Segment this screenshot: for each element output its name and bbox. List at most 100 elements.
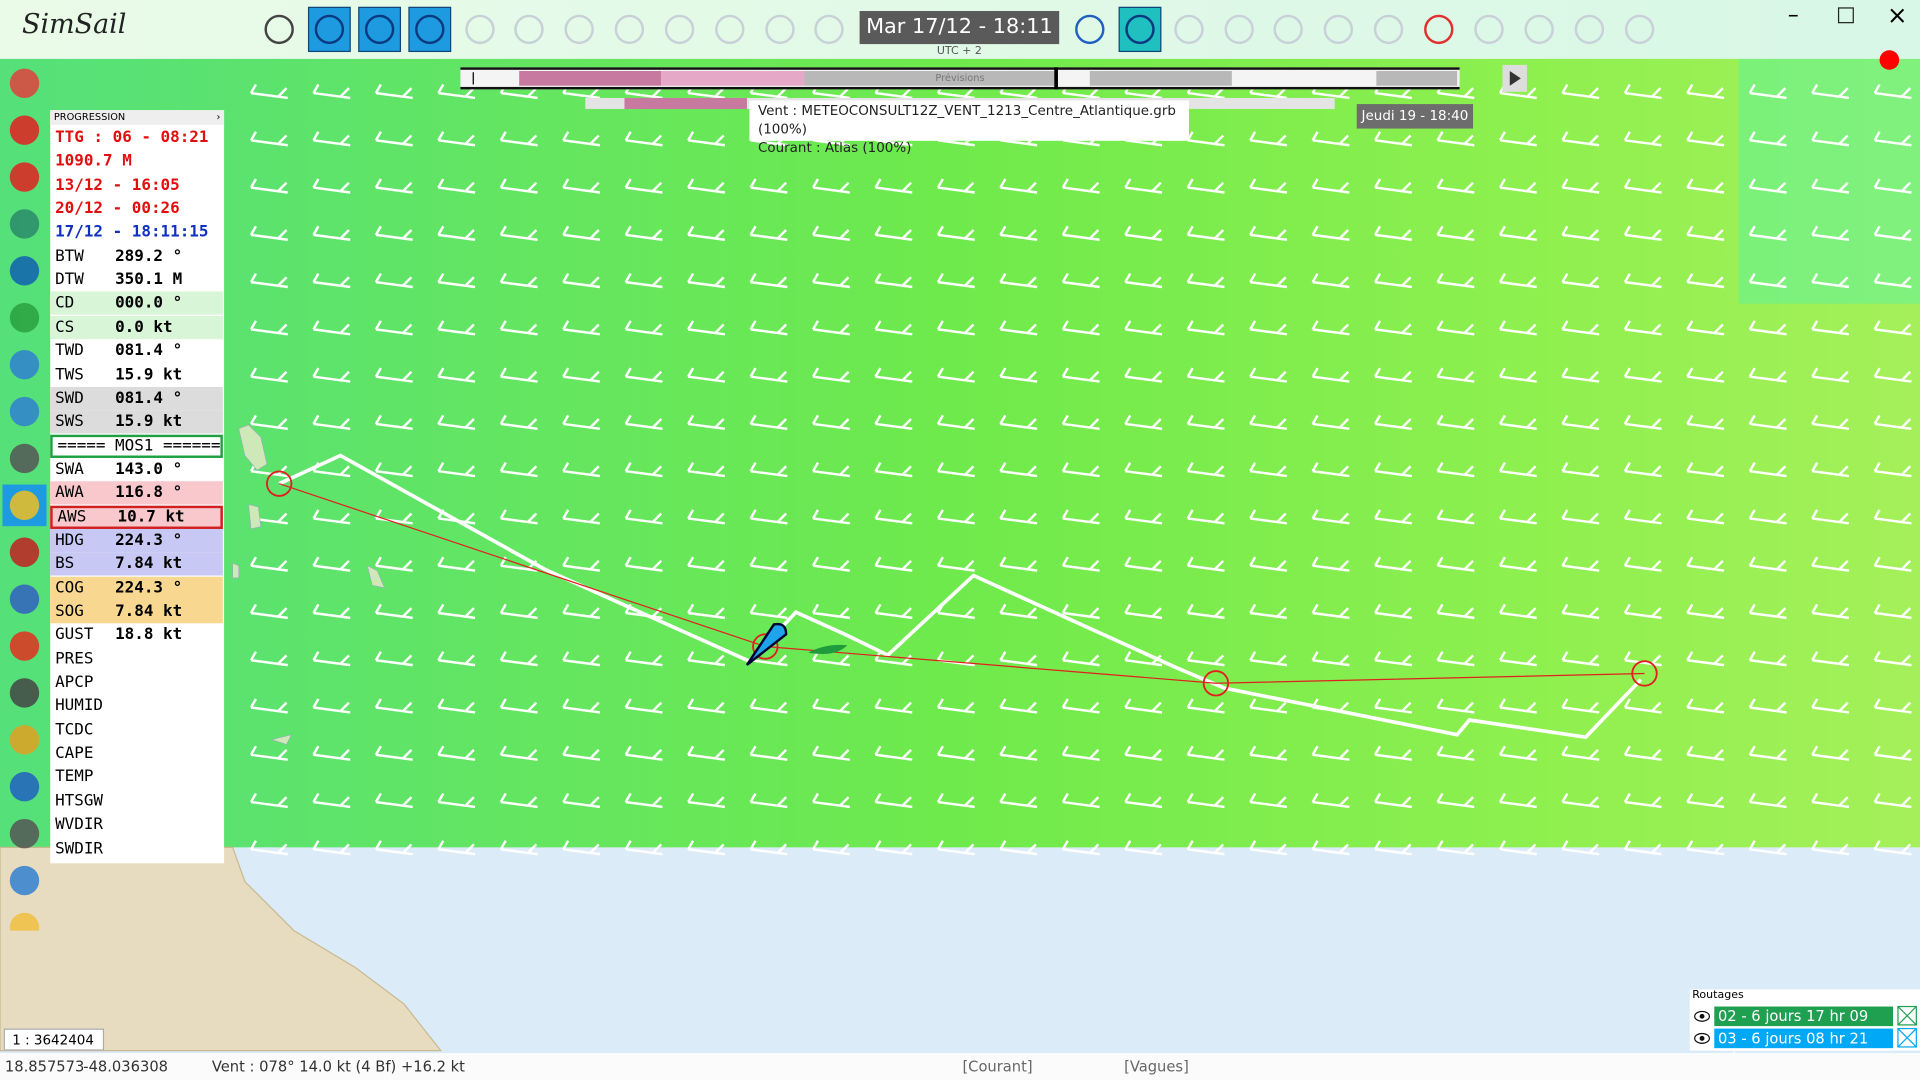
side-button[interactable]	[9, 584, 40, 614]
wind-barb	[936, 272, 975, 289]
toolbar-button[interactable]	[1624, 14, 1655, 45]
panel-title[interactable]: PROGRESSION ›	[50, 110, 225, 125]
wind-barb	[749, 462, 788, 478]
wind-barb	[437, 698, 476, 714]
wind-barb	[1561, 225, 1600, 241]
timeline[interactable]: Prévisions	[460, 67, 1460, 90]
wind-barb	[374, 840, 413, 856]
toolbar-button[interactable]	[1174, 14, 1204, 45]
tooltip-line: Courant : Atlas (100%)	[757, 139, 912, 156]
wind-barb	[1061, 840, 1100, 856]
wind-barb	[936, 792, 975, 809]
wind-barb	[1436, 792, 1475, 809]
side-button[interactable]	[9, 68, 40, 98]
wind-barb	[1249, 556, 1288, 572]
toolbar-button[interactable]	[1323, 14, 1354, 45]
side-button[interactable]	[9, 490, 40, 521]
wind-barb	[1311, 320, 1350, 336]
wind-barb	[1061, 367, 1100, 383]
wind-barb	[1436, 840, 1475, 856]
tooltip-line: Vent : METEOCONSULT12Z_VENT_1213_Centre_…	[757, 102, 1176, 138]
toolbar-button[interactable]	[765, 14, 795, 45]
wind-barb	[936, 414, 975, 431]
side-button[interactable]	[9, 209, 40, 239]
wind-barb	[499, 320, 538, 336]
wind-barb	[999, 792, 1038, 809]
play-button[interactable]	[1502, 64, 1527, 92]
wind-barb	[1498, 414, 1537, 431]
side-button[interactable]	[9, 678, 40, 708]
datetime[interactable]: Mar 17/12 - 18:11	[859, 11, 1060, 45]
toolbar-button[interactable]	[814, 14, 844, 45]
wind-barb	[999, 840, 1038, 856]
toolbar-button[interactable]	[264, 14, 294, 45]
side-button[interactable]	[9, 725, 40, 755]
side-button[interactable]	[9, 912, 40, 931]
wind-barb	[1686, 178, 1725, 194]
side-button[interactable]	[9, 631, 40, 661]
wind-barb	[1186, 509, 1225, 525]
toolbar-button[interactable]	[1273, 14, 1303, 45]
close-button[interactable]: ×	[1886, 0, 1908, 30]
toolbar-button[interactable]	[1574, 14, 1605, 45]
wind-barb	[1873, 320, 1912, 336]
toolbar-button[interactable]	[1224, 14, 1254, 45]
record-indicator[interactable]	[1879, 50, 1900, 70]
toolbar-button[interactable]	[715, 14, 745, 45]
wind-barb	[749, 745, 788, 761]
waves-toggle[interactable]: [Vagues]	[1124, 1057, 1189, 1076]
side-button[interactable]	[9, 443, 40, 474]
wind-barb	[874, 462, 913, 478]
side-button[interactable]	[9, 772, 40, 802]
side-button[interactable]	[9, 865, 40, 896]
toolbar-button[interactable]	[465, 14, 495, 45]
toolbar-button[interactable]	[1474, 14, 1504, 45]
toolbar-button[interactable]	[314, 14, 345, 45]
wind-barb	[1748, 462, 1787, 478]
row-label: APCP	[55, 673, 94, 692]
toolbar-button[interactable]	[1125, 14, 1155, 45]
visibility-toggle[interactable]	[1694, 1010, 1710, 1022]
panel-row: AWS 10.7 kt	[50, 505, 223, 529]
waypoints[interactable]	[266, 470, 1658, 697]
wind-barb	[1686, 603, 1725, 620]
delete-routage[interactable]	[1897, 1027, 1917, 1048]
toolbar-button[interactable]	[514, 14, 544, 45]
toolbar-button[interactable]	[1373, 14, 1404, 45]
routage-item[interactable]: 02 - 6 jours 17 hr 09 min	[1714, 1006, 1894, 1044]
boat[interactable]	[745, 622, 788, 666]
timeline-cursor[interactable]	[1054, 67, 1058, 90]
routage-item[interactable]: 03 - 6 jours 08 hr 21 min	[1714, 1028, 1894, 1067]
toolbar-icons	[264, 6, 1655, 53]
current-toggle[interactable]: [Courant]	[962, 1057, 1033, 1076]
side-button[interactable]	[9, 349, 40, 380]
wind-barb	[499, 651, 538, 667]
wind-barb	[499, 367, 538, 383]
side-button[interactable]	[9, 256, 40, 286]
panel-row: DTW 350.1 M	[50, 268, 223, 291]
side-button[interactable]	[9, 537, 40, 567]
toolbar-button[interactable]	[1075, 14, 1105, 45]
side-button[interactable]	[9, 818, 40, 849]
toolbar-button[interactable]	[415, 14, 445, 45]
wind-barb	[249, 603, 288, 620]
wind-barb	[1811, 462, 1850, 478]
side-button[interactable]	[9, 303, 40, 333]
side-button[interactable]	[9, 396, 40, 427]
side-button[interactable]	[9, 162, 40, 192]
toolbar-button[interactable]	[564, 14, 594, 45]
maximize-button[interactable]	[1837, 7, 1854, 24]
row-label: TCDC	[55, 720, 94, 740]
toolbar-button[interactable]	[1424, 14, 1454, 45]
toolbar-button[interactable]	[364, 14, 395, 45]
minimize-button[interactable]: –	[1787, 2, 1799, 29]
toolbar-button[interactable]	[1524, 14, 1554, 45]
toolbar-button[interactable]	[614, 14, 645, 45]
side-button[interactable]	[9, 115, 40, 145]
wind-barb	[811, 603, 850, 620]
delete-routage[interactable]	[1897, 1005, 1917, 1026]
visibility-toggle[interactable]	[1694, 1032, 1710, 1044]
wind-barb	[624, 840, 663, 856]
toolbar-button[interactable]	[664, 14, 695, 45]
